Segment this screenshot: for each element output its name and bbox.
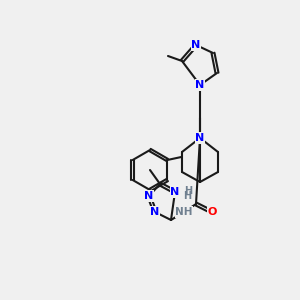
Text: N: N: [195, 133, 205, 143]
Text: N: N: [195, 80, 205, 90]
Text: NH: NH: [175, 207, 193, 217]
Text: N: N: [195, 133, 205, 143]
Text: O: O: [207, 207, 217, 217]
Text: N: N: [191, 40, 201, 50]
Text: H: H: [184, 186, 192, 196]
Text: N: N: [191, 40, 201, 50]
Text: N: N: [195, 80, 205, 90]
Text: N: N: [150, 207, 160, 217]
Text: NH: NH: [175, 207, 193, 217]
Text: N: N: [170, 187, 180, 197]
Text: O: O: [207, 207, 217, 217]
Text: N: N: [144, 191, 154, 201]
Text: N: N: [170, 187, 180, 197]
Text: N: N: [150, 207, 160, 217]
Text: N: N: [144, 191, 154, 201]
Text: H: H: [183, 191, 191, 201]
